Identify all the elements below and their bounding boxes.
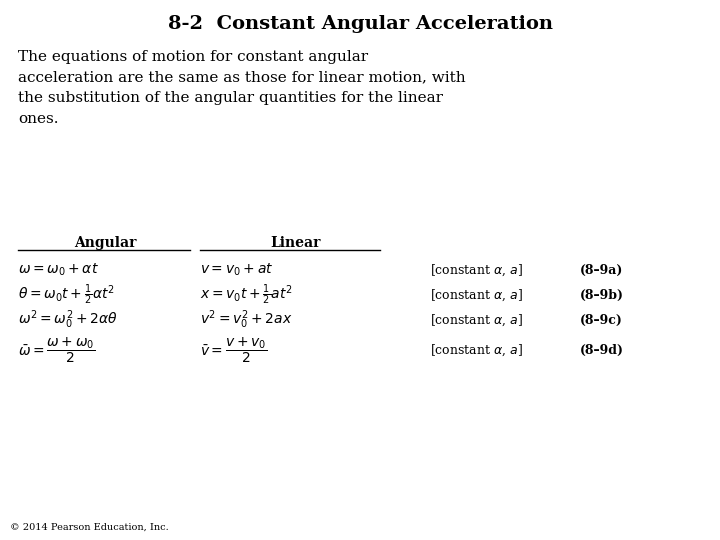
- Text: $x = v_0 t + \frac{1}{2}at^2$: $x = v_0 t + \frac{1}{2}at^2$: [200, 283, 293, 307]
- Text: $v = v_0 + at$: $v = v_0 + at$: [200, 262, 274, 278]
- Text: [constant $\alpha$, $a$]: [constant $\alpha$, $a$]: [430, 262, 523, 278]
- Text: Angular: Angular: [74, 236, 136, 250]
- Text: [constant $\alpha$, $a$]: [constant $\alpha$, $a$]: [430, 287, 523, 303]
- Text: [constant $\alpha$, $a$]: [constant $\alpha$, $a$]: [430, 342, 523, 357]
- Text: © 2014 Pearson Education, Inc.: © 2014 Pearson Education, Inc.: [10, 523, 168, 532]
- Text: $\theta = \omega_0 t + \frac{1}{2}\alpha t^2$: $\theta = \omega_0 t + \frac{1}{2}\alpha…: [18, 283, 115, 307]
- Text: $\omega^2 = \omega_0^2 + 2\alpha\theta$: $\omega^2 = \omega_0^2 + 2\alpha\theta$: [18, 309, 118, 332]
- Text: (8–9a): (8–9a): [580, 264, 624, 276]
- Text: (8–9d): (8–9d): [580, 343, 624, 356]
- Text: $\bar{\omega} = \dfrac{\omega + \omega_0}{2}$: $\bar{\omega} = \dfrac{\omega + \omega_0…: [18, 335, 96, 365]
- Text: The equations of motion for constant angular
acceleration are the same as those : The equations of motion for constant ang…: [18, 50, 466, 126]
- Text: Linear: Linear: [270, 236, 320, 250]
- Text: $\omega = \omega_0 + \alpha t$: $\omega = \omega_0 + \alpha t$: [18, 262, 99, 278]
- Text: 8-2  Constant Angular Acceleration: 8-2 Constant Angular Acceleration: [168, 15, 552, 33]
- Text: $v^2 = v_0^2 + 2ax$: $v^2 = v_0^2 + 2ax$: [200, 309, 292, 332]
- Text: $\bar{v} = \dfrac{v + v_0}{2}$: $\bar{v} = \dfrac{v + v_0}{2}$: [200, 335, 267, 365]
- Text: (8–9c): (8–9c): [580, 314, 623, 327]
- Text: (8–9b): (8–9b): [580, 288, 624, 301]
- Text: [constant $\alpha$, $a$]: [constant $\alpha$, $a$]: [430, 312, 523, 328]
